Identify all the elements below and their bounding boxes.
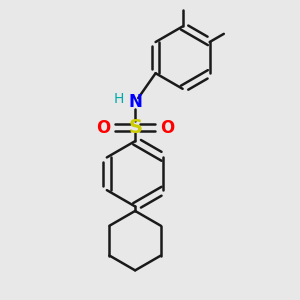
Text: S: S [128, 118, 142, 137]
Text: H: H [114, 92, 124, 106]
Text: O: O [160, 119, 174, 137]
Text: O: O [96, 119, 110, 137]
Text: N: N [128, 93, 142, 111]
